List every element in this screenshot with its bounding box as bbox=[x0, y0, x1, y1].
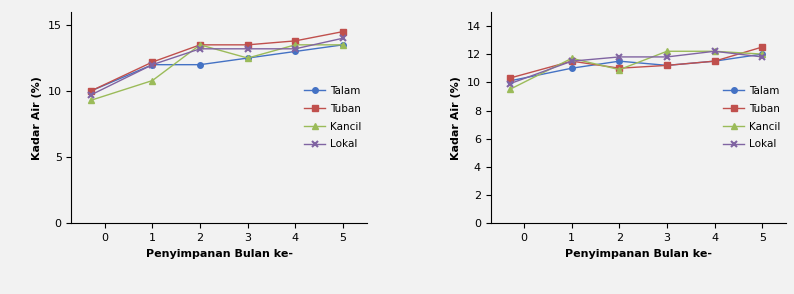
Tuban bbox=[505, 76, 515, 80]
Talam bbox=[338, 43, 348, 46]
Line: Lokal: Lokal bbox=[507, 48, 765, 87]
Talam bbox=[662, 64, 672, 67]
Line: Talam: Talam bbox=[507, 51, 765, 84]
Y-axis label: Kadar Air (%): Kadar Air (%) bbox=[33, 76, 42, 160]
Kancil bbox=[710, 49, 719, 53]
Lokal bbox=[662, 55, 672, 59]
Lokal bbox=[243, 47, 252, 51]
Tuban bbox=[86, 89, 95, 93]
Talam bbox=[243, 56, 252, 60]
Kancil bbox=[567, 56, 576, 60]
Tuban bbox=[338, 30, 348, 34]
Line: Talam: Talam bbox=[87, 42, 345, 94]
Kancil bbox=[615, 68, 624, 71]
Legend: Talam, Tuban, Kancil, Lokal: Talam, Tuban, Kancil, Lokal bbox=[723, 86, 781, 149]
Kancil bbox=[243, 56, 252, 60]
Tuban bbox=[195, 43, 205, 46]
Kancil bbox=[148, 79, 157, 82]
Lokal bbox=[86, 93, 95, 97]
Talam bbox=[505, 79, 515, 83]
Talam bbox=[148, 63, 157, 66]
Tuban bbox=[615, 66, 624, 70]
Tuban bbox=[291, 39, 300, 43]
Tuban bbox=[757, 45, 767, 49]
Tuban bbox=[148, 60, 157, 64]
Line: Kancil: Kancil bbox=[507, 49, 765, 92]
Lokal bbox=[567, 59, 576, 63]
Y-axis label: Kadar Air (%): Kadar Air (%) bbox=[451, 76, 461, 160]
Talam bbox=[86, 89, 95, 93]
Talam bbox=[615, 59, 624, 63]
Kancil bbox=[505, 88, 515, 91]
Lokal bbox=[615, 55, 624, 59]
Talam bbox=[757, 52, 767, 56]
Tuban bbox=[567, 59, 576, 63]
X-axis label: Penyimpanan Bulan ke-: Penyimpanan Bulan ke- bbox=[145, 249, 293, 259]
Lokal bbox=[291, 47, 300, 51]
X-axis label: Penyimpanan Bulan ke-: Penyimpanan Bulan ke- bbox=[565, 249, 712, 259]
Tuban bbox=[243, 43, 252, 46]
Kancil bbox=[662, 49, 672, 53]
Kancil bbox=[86, 98, 95, 102]
Talam bbox=[567, 66, 576, 70]
Line: Tuban: Tuban bbox=[507, 44, 765, 81]
Lokal bbox=[710, 49, 719, 53]
Lokal bbox=[505, 82, 515, 86]
Lokal bbox=[148, 63, 157, 66]
Lokal bbox=[195, 47, 205, 51]
Line: Lokal: Lokal bbox=[87, 35, 346, 98]
Kancil bbox=[291, 43, 300, 46]
Line: Tuban: Tuban bbox=[87, 29, 345, 94]
Kancil bbox=[195, 43, 205, 46]
Legend: Talam, Tuban, Kancil, Lokal: Talam, Tuban, Kancil, Lokal bbox=[304, 86, 361, 149]
Lokal bbox=[338, 36, 348, 40]
Tuban bbox=[710, 59, 719, 63]
Tuban bbox=[662, 64, 672, 67]
Line: Kancil: Kancil bbox=[87, 42, 345, 103]
Talam bbox=[291, 50, 300, 53]
Kancil bbox=[338, 43, 348, 46]
Talam bbox=[710, 59, 719, 63]
Lokal bbox=[757, 55, 767, 59]
Talam bbox=[195, 63, 205, 66]
Kancil bbox=[757, 52, 767, 56]
